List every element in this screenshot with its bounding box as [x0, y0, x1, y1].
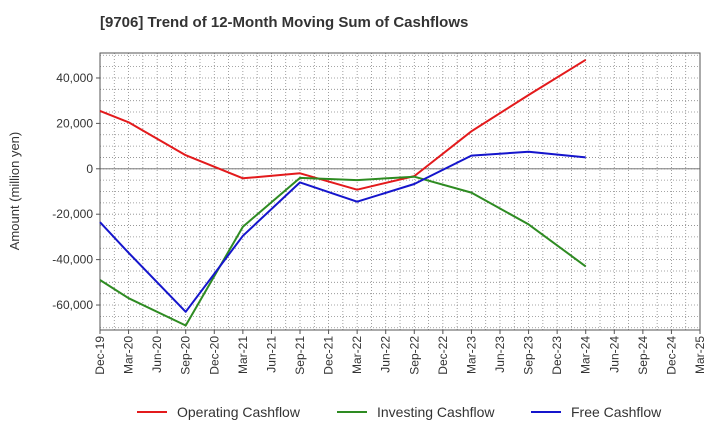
x-tick-label: Mar-23 [464, 336, 478, 374]
y-tick-label: -60,000 [52, 298, 93, 312]
x-tick-label: Sep-24 [636, 336, 650, 375]
x-tick-label: Mar-20 [122, 336, 136, 374]
series-line-free-cashflow [99, 150, 586, 313]
tick-labels: -60,000 -40,000 -20,000 0 20,000 40,000 Dec-19… [52, 71, 707, 375]
y-tick-label: -20,000 [52, 207, 93, 221]
series-line-investing-cashflow [99, 175, 587, 327]
chart-title: [9706] Trend of 12-Month Moving Sum of C… [100, 14, 469, 31]
x-tick-label: Sep-22 [407, 336, 421, 375]
x-tick-label: Jun-21 [264, 336, 278, 373]
legend-swatch [137, 411, 167, 413]
x-tick-label: Dec-20 [207, 336, 221, 375]
axes [96, 52, 701, 334]
grid-lines [99, 53, 701, 330]
legend: Operating Cashflow Investing Cashflow Free… [0, 404, 720, 426]
x-tick-label: Dec-19 [93, 336, 107, 375]
x-tick-label: Mar-21 [236, 336, 250, 374]
x-tick-label: Jun-20 [150, 336, 164, 373]
legend-label: Operating Cashflow [177, 404, 300, 420]
plot-frame [99, 52, 701, 331]
series-line-operating-cashflow [99, 58, 587, 191]
x-tick-label: Sep-20 [179, 336, 193, 375]
x-tick-label: Dec-22 [436, 336, 450, 375]
x-tick-label: Mar-24 [579, 336, 593, 374]
x-tick-label: Dec-21 [322, 336, 336, 375]
series-lines [99, 58, 587, 327]
legend-label: Free Cashflow [571, 404, 662, 420]
x-tick-label: Sep-23 [522, 336, 536, 375]
x-tick-label: Jun-24 [607, 336, 621, 373]
legend-item-operating-cashflow: Operating Cashflow [137, 404, 300, 420]
legend-swatch [531, 411, 561, 413]
x-tick-label: Dec-23 [550, 336, 564, 375]
legend-item-free-cashflow: Free Cashflow [531, 404, 661, 420]
legend-swatch [337, 411, 367, 413]
legend-label: Investing Cashflow [377, 404, 495, 420]
x-tick-label: Jun-22 [379, 336, 393, 373]
x-tick-label: Dec-24 [664, 336, 678, 375]
legend-item-investing-cashflow: Investing Cashflow [337, 404, 495, 420]
x-tick-label: Mar-25 [693, 336, 707, 374]
y-tick-label: 0 [86, 162, 93, 176]
y-axis-label: Amount (million yen) [7, 132, 22, 251]
y-tick-label: -40,000 [52, 253, 93, 267]
x-tick-label: Sep-21 [293, 336, 307, 375]
y-tick-label: 20,000 [56, 116, 93, 130]
x-tick-label: Mar-22 [350, 336, 364, 374]
y-tick-label: 40,000 [56, 71, 93, 85]
x-tick-label: Jun-23 [493, 336, 507, 373]
